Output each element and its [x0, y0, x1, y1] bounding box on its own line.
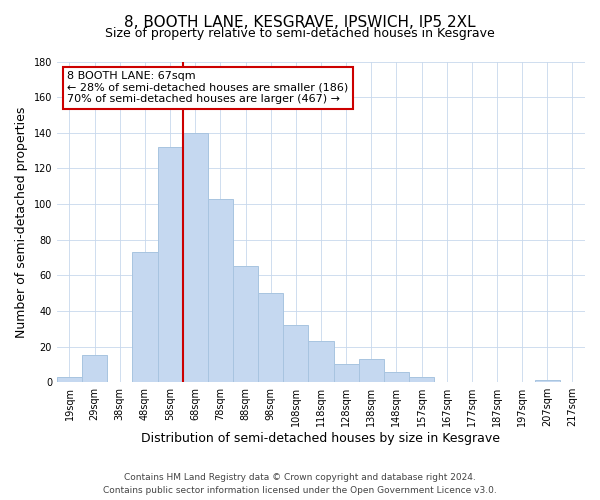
Bar [334, 364, 359, 382]
Text: 8, BOOTH LANE, KESGRAVE, IPSWICH, IP5 2XL: 8, BOOTH LANE, KESGRAVE, IPSWICH, IP5 2X… [124, 15, 476, 30]
Bar [82, 356, 107, 382]
Bar [57, 377, 82, 382]
Bar [258, 293, 283, 382]
X-axis label: Distribution of semi-detached houses by size in Kesgrave: Distribution of semi-detached houses by … [142, 432, 500, 445]
Bar [182, 133, 208, 382]
Text: 8 BOOTH LANE: 67sqm
← 28% of semi-detached houses are smaller (186)
70% of semi-: 8 BOOTH LANE: 67sqm ← 28% of semi-detach… [67, 71, 349, 104]
Bar [535, 380, 560, 382]
Text: Contains HM Land Registry data © Crown copyright and database right 2024.
Contai: Contains HM Land Registry data © Crown c… [103, 474, 497, 495]
Bar [133, 252, 158, 382]
Bar [409, 377, 434, 382]
Bar [283, 325, 308, 382]
Text: Size of property relative to semi-detached houses in Kesgrave: Size of property relative to semi-detach… [105, 28, 495, 40]
Bar [158, 147, 182, 382]
Bar [233, 266, 258, 382]
Y-axis label: Number of semi-detached properties: Number of semi-detached properties [15, 106, 28, 338]
Bar [208, 198, 233, 382]
Bar [308, 341, 334, 382]
Bar [384, 372, 409, 382]
Bar [359, 359, 384, 382]
